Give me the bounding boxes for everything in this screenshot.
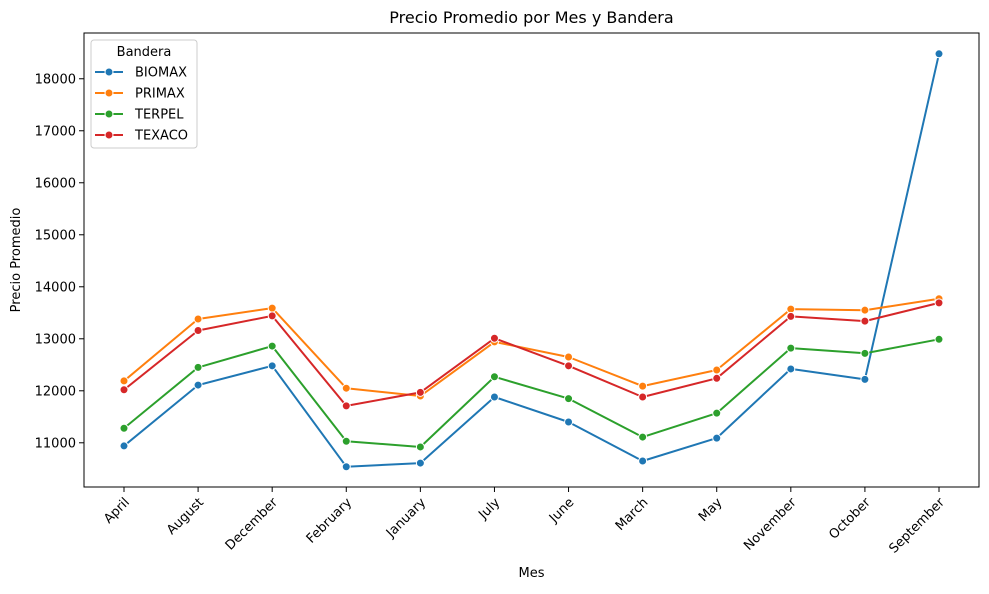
x-axis-label: Mes bbox=[519, 566, 545, 581]
legend-marker bbox=[104, 109, 114, 119]
data-point bbox=[267, 311, 277, 321]
data-point bbox=[638, 456, 648, 466]
data-point bbox=[119, 376, 129, 386]
y-tick-label: 13000 bbox=[35, 332, 76, 347]
legend-title: Bandera bbox=[117, 45, 172, 60]
data-point bbox=[341, 436, 351, 446]
data-point bbox=[860, 348, 870, 358]
data-point bbox=[415, 387, 425, 397]
x-tick-label: June bbox=[546, 495, 577, 526]
data-point bbox=[341, 401, 351, 411]
data-point bbox=[267, 303, 277, 313]
data-point bbox=[786, 311, 796, 321]
legend-box bbox=[90, 39, 198, 149]
x-tick-label: March bbox=[613, 495, 652, 534]
data-point bbox=[638, 381, 648, 391]
data-point bbox=[712, 373, 722, 383]
x-tick-label: December bbox=[223, 495, 282, 554]
y-axis-label: Precio Promedio bbox=[9, 208, 24, 313]
chart-title: Precio Promedio por Mes y Bandera bbox=[389, 8, 673, 27]
legend-item: TERPEL bbox=[95, 108, 184, 123]
data-point bbox=[934, 49, 944, 59]
data-point bbox=[564, 394, 574, 404]
y-tick-label: 11000 bbox=[35, 436, 76, 451]
series-texaco bbox=[119, 298, 944, 411]
data-point bbox=[489, 333, 499, 343]
y-tick-label: 17000 bbox=[35, 124, 76, 139]
series-group bbox=[119, 49, 944, 472]
data-point bbox=[119, 441, 129, 451]
data-point bbox=[415, 442, 425, 452]
data-point bbox=[193, 380, 203, 390]
data-point bbox=[341, 383, 351, 393]
legend-item: TEXACO bbox=[95, 129, 188, 144]
data-point bbox=[638, 392, 648, 402]
legend-marker bbox=[104, 130, 114, 140]
data-point bbox=[786, 364, 796, 374]
x-tick-label: January bbox=[383, 495, 429, 541]
data-point bbox=[564, 361, 574, 371]
data-point bbox=[193, 362, 203, 372]
legend-label: TEXACO bbox=[134, 129, 188, 144]
legend-item: BIOMAX bbox=[95, 66, 187, 81]
y-tick-label: 18000 bbox=[35, 72, 76, 87]
data-point bbox=[786, 343, 796, 353]
series-line bbox=[123, 297, 940, 397]
data-point bbox=[934, 334, 944, 344]
data-point bbox=[415, 458, 425, 468]
data-point bbox=[564, 417, 574, 427]
data-point bbox=[267, 341, 277, 351]
x-tick-label: September bbox=[886, 495, 948, 557]
x-tick-label: May bbox=[696, 495, 726, 525]
legend-label: BIOMAX bbox=[135, 66, 187, 81]
x-tick-label: August bbox=[164, 495, 207, 538]
x-tick-label: April bbox=[101, 495, 133, 527]
series-primax bbox=[119, 294, 944, 401]
data-point bbox=[860, 316, 870, 326]
data-point bbox=[712, 365, 722, 375]
data-point bbox=[712, 408, 722, 418]
series-line bbox=[123, 338, 940, 448]
data-point bbox=[860, 374, 870, 384]
plot-frame bbox=[83, 32, 980, 488]
series-line bbox=[123, 53, 940, 468]
data-point bbox=[712, 433, 722, 443]
legend-label: PRIMAX bbox=[135, 87, 185, 102]
series-line bbox=[123, 301, 940, 407]
legend-label: TERPEL bbox=[134, 108, 184, 123]
y-tick-label: 14000 bbox=[35, 280, 76, 295]
data-point bbox=[564, 352, 574, 362]
data-point bbox=[489, 372, 499, 382]
y-tick-label: 12000 bbox=[35, 384, 76, 399]
data-point bbox=[860, 305, 870, 315]
legend: Bandera BIOMAX PRIMAX TERPEL TEXACO bbox=[90, 39, 198, 149]
legend-marker bbox=[104, 67, 114, 77]
data-point bbox=[489, 392, 499, 402]
legend-item: PRIMAX bbox=[95, 87, 185, 102]
data-point bbox=[934, 298, 944, 308]
y-tick-label: 15000 bbox=[35, 228, 76, 243]
data-point bbox=[119, 385, 129, 395]
x-tick-label: October bbox=[826, 495, 874, 543]
series-biomax bbox=[119, 49, 944, 472]
x-tick-label: July bbox=[475, 495, 503, 523]
x-tick-label: February bbox=[304, 495, 356, 547]
series-terpel bbox=[119, 334, 944, 452]
x-tick-label: November bbox=[741, 495, 800, 554]
data-point bbox=[193, 325, 203, 335]
legend-marker bbox=[104, 88, 114, 98]
data-point bbox=[638, 432, 648, 442]
y-tick-label: 16000 bbox=[35, 176, 76, 191]
data-point bbox=[341, 462, 351, 472]
data-point bbox=[193, 314, 203, 324]
data-point bbox=[119, 423, 129, 433]
data-point bbox=[267, 361, 277, 371]
